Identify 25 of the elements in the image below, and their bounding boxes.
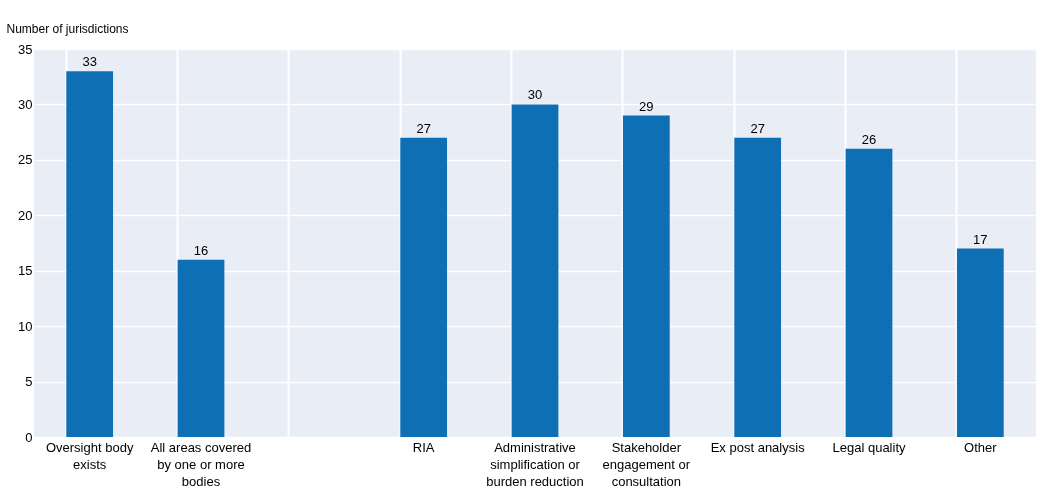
x-tick-label: Oversight body exists <box>45 439 134 472</box>
data-label: 16 <box>193 242 209 258</box>
y-axis-title: Number of jurisdictions <box>6 21 129 36</box>
data-label: 17 <box>973 231 988 247</box>
x-tick-label: Legal quality <box>832 439 906 455</box>
data-label: 26 <box>861 131 877 147</box>
x-tick-label: Other <box>964 439 998 455</box>
x-tick-label: Administrative simplification or burden reduction <box>486 439 584 489</box>
y-tick-label: 25 <box>18 152 33 168</box>
y-tick-label: 0 <box>25 429 33 445</box>
data-label: 27 <box>416 120 431 136</box>
y-tick-label: 20 <box>18 207 33 223</box>
y-tick-label: 5 <box>25 374 33 390</box>
x-tick-label: All areas covered by one or more bodies <box>150 439 252 489</box>
y-tick-label: 10 <box>18 318 33 334</box>
x-tick-label: RIA <box>412 439 435 455</box>
x-tick-label: Ex post analysis <box>710 439 806 455</box>
data-label: 33 <box>82 54 97 70</box>
y-tick-label: 15 <box>18 263 33 279</box>
y-tick-label: 35 <box>18 41 33 57</box>
y-tick-label: 30 <box>18 96 33 112</box>
data-label: 27 <box>750 120 765 136</box>
x-tick-label: Stakeholder engagement or consultation <box>602 439 691 489</box>
data-label: 30 <box>527 87 543 103</box>
data-label: 29 <box>639 98 654 114</box>
